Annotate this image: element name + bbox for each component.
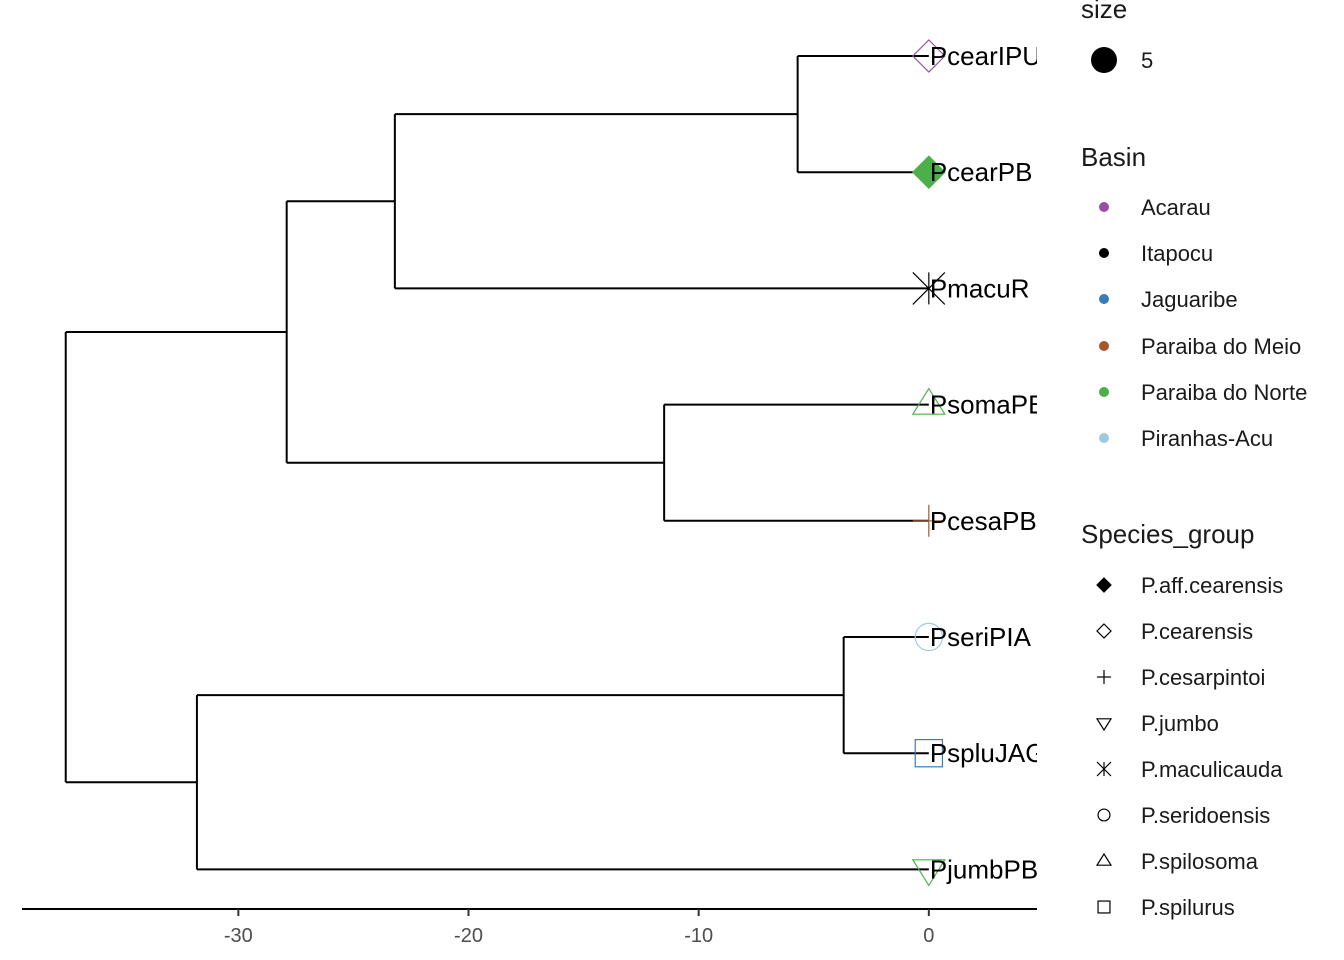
basin-legend-key bbox=[1099, 248, 1109, 259]
species-legend-key bbox=[1095, 718, 1113, 732]
species-legend-key bbox=[1096, 761, 1112, 777]
tip-marker-PsomaPB bbox=[911, 387, 946, 415]
species-legend-key bbox=[1097, 900, 1111, 914]
species-legend-label: P.cesarpintoi bbox=[1141, 665, 1266, 690]
species-legend-label: P.seridoensis bbox=[1141, 803, 1271, 828]
species-legend-label: P.maculicauda bbox=[1141, 757, 1283, 782]
species-legend-label: P.cearensis bbox=[1141, 619, 1254, 644]
tip-marker-PjumbPB bbox=[911, 859, 946, 887]
tip-marker-PseriPIA bbox=[914, 622, 944, 652]
species-legend-key bbox=[1096, 623, 1112, 639]
basin-legend-key bbox=[1099, 433, 1109, 443]
basin-legend-key bbox=[1099, 340, 1109, 351]
size-legend-label: 5 bbox=[1141, 48, 1154, 73]
tip-label-PseriPIA: PseriPIA bbox=[930, 622, 1032, 652]
x-tick-label: -10 bbox=[684, 925, 713, 947]
tip-marker-PmacuR bbox=[912, 271, 946, 305]
tip-label-PmacuR: PmacuR bbox=[930, 273, 1030, 303]
basin-legend-label: Jaguaribe bbox=[1141, 287, 1238, 313]
tip-label-PjumbPB: PjumbPB bbox=[930, 854, 1038, 884]
tip-label-PsomaPB: PsomaPB bbox=[930, 390, 1040, 420]
tip-marker-PcearIPU bbox=[911, 39, 946, 73]
species-legend-key bbox=[1097, 670, 1111, 684]
tip-label-PcearIPU: PcearIPU bbox=[930, 41, 1040, 71]
basin-legend-label: Itapocu bbox=[1141, 241, 1214, 267]
x-tick-label: -20 bbox=[454, 925, 483, 947]
tip-label-PspluJAG: PspluJAG bbox=[930, 738, 1040, 768]
species-group-legend-title: Species_group bbox=[1081, 519, 1255, 549]
basin-legend-label: Paraiba do Meio bbox=[1141, 333, 1302, 359]
basin-legend-label: Paraiba do Norte bbox=[1141, 379, 1308, 405]
basin-legend-key bbox=[1099, 202, 1109, 212]
x-axis: -30 -20 -10 0 bbox=[22, 908, 1037, 947]
phylogenetic-tree-plot: PcearIPU PcearPB PmacuR PsomaPB PcesaPB Pseri… bbox=[22, 39, 1040, 947]
species-legend-label: P.spilurus bbox=[1141, 895, 1235, 920]
tree-branches bbox=[64, 55, 929, 871]
tip-marker-PcesaPB bbox=[912, 504, 945, 537]
basin-legend-key bbox=[1099, 294, 1109, 305]
basin-legend-title: Basin bbox=[1081, 142, 1147, 172]
basin-legend-label: Acarau bbox=[1141, 195, 1211, 220]
species-legend-key bbox=[1095, 852, 1113, 866]
x-tick-label: 0 bbox=[923, 925, 934, 947]
tip-label-PcesaPB: PcesaPB bbox=[930, 506, 1037, 536]
basin-legend-label: Piranhas-Acu bbox=[1141, 426, 1274, 451]
species-legend-label: P.jumbo bbox=[1141, 711, 1219, 736]
species-legend-label: P.spilosoma bbox=[1141, 849, 1258, 874]
species-legend-label: P.aff.cearensis bbox=[1141, 573, 1284, 598]
species-legend-key bbox=[1097, 808, 1111, 822]
size-legend-dot bbox=[1091, 47, 1117, 73]
size-legend-title: size bbox=[1081, 0, 1128, 24]
tip-label-PcearPB: PcearPB bbox=[930, 157, 1033, 187]
x-tick-label: -30 bbox=[224, 925, 253, 947]
species-legend-key bbox=[1096, 577, 1112, 593]
tip-marker-PspluJAG bbox=[914, 738, 944, 768]
basin-legend-key bbox=[1099, 386, 1109, 397]
tree-tips: PcearIPU PcearPB PmacuR PsomaPB PcesaPB Pseri… bbox=[911, 39, 1040, 887]
tip-marker-PcearPB bbox=[911, 155, 946, 190]
